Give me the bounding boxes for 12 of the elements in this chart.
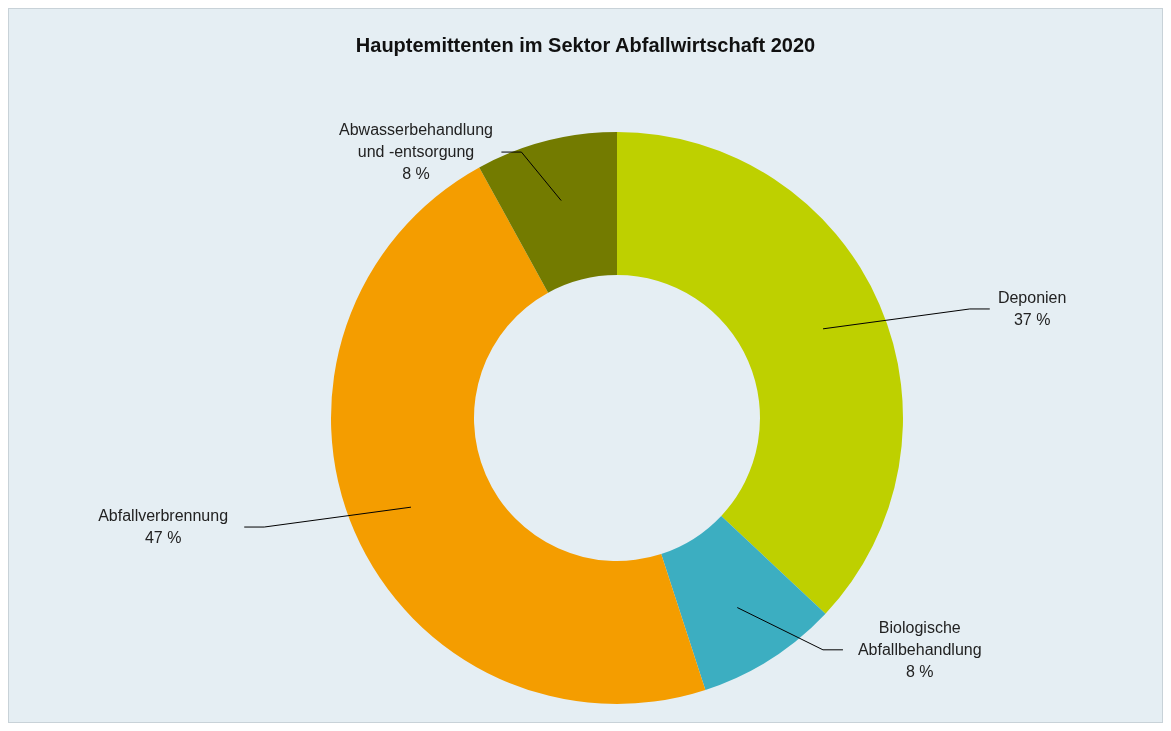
donut-slice [617,132,903,614]
slice-label: Biologische Abfallbehandlung [857,618,982,658]
slice-label: Abwasserbehandlung und -entsorgung [339,121,493,161]
chart-title: Hauptemittenten im Sektor Abfallwirtschaft 2020 [355,34,816,56]
donut-slice [661,515,826,690]
donut-slice [331,167,706,704]
data-label: 37 % [1013,310,1051,328]
data-label: 47 % [144,529,182,547]
slice-label: Deponien [997,288,1067,306]
data-label: 8 % [905,662,934,680]
data-label: 8 % [402,165,430,183]
slice-label: Abfallverbrennung [98,507,229,525]
